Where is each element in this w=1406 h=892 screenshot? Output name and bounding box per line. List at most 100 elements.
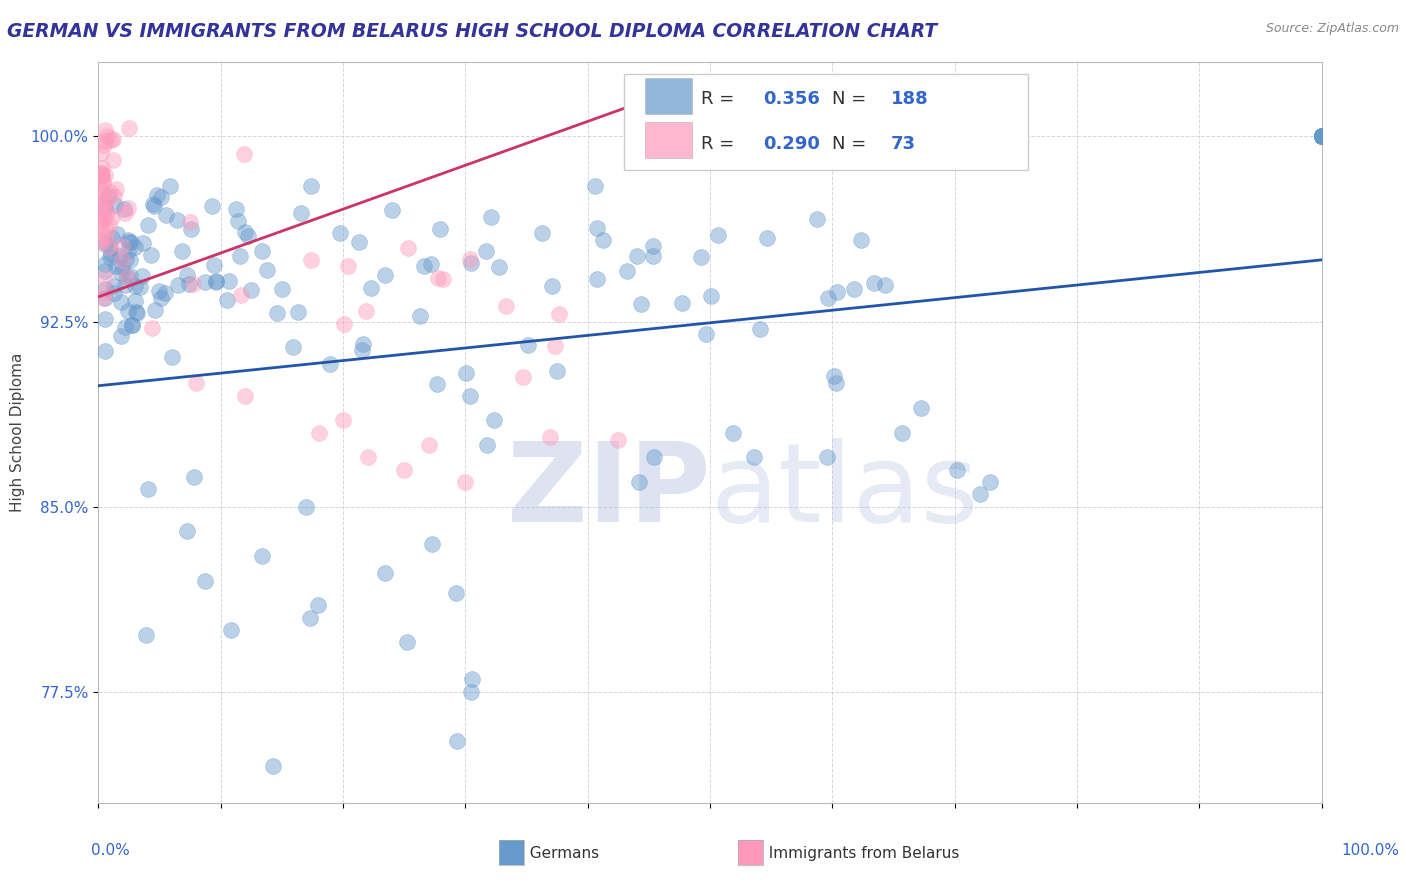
Point (475, 244, 498, 258)
Point (177, 277, 200, 292)
Text: 0.356: 0.356 (762, 90, 820, 109)
Point (90, 161, 112, 176)
Point (495, 299, 517, 313)
Point (110, 266, 132, 280)
Point (90, 145, 112, 160)
Point (98, 185, 121, 199)
Point (700, 289, 723, 303)
Point (607, 434, 630, 448)
Point (360, 281, 382, 295)
Point (294, 500, 316, 514)
Point (454, 475, 477, 489)
Text: R =: R = (702, 90, 741, 109)
Point (115, 269, 138, 284)
Point (105, 260, 128, 274)
Point (90, 183, 112, 197)
Point (1310, 129, 1333, 144)
Point (1310, 129, 1333, 144)
Point (544, 339, 567, 353)
Point (101, 153, 124, 167)
Point (114, 320, 136, 334)
Point (93, 194, 115, 209)
Point (141, 197, 163, 211)
Point (111, 252, 134, 267)
Point (100, 230, 122, 244)
Point (1310, 129, 1333, 144)
Point (479, 210, 502, 224)
Point (381, 203, 404, 218)
Point (299, 252, 322, 267)
Point (103, 131, 125, 145)
Point (166, 213, 188, 227)
Point (135, 628, 157, 642)
Point (585, 221, 607, 235)
Point (426, 376, 449, 391)
Point (626, 249, 648, 263)
Point (167, 277, 190, 292)
Point (117, 244, 139, 258)
Point (287, 305, 309, 319)
Point (1310, 129, 1333, 144)
Point (252, 549, 274, 563)
Point (475, 438, 498, 452)
Point (98, 251, 121, 265)
Point (1310, 129, 1333, 144)
Point (1310, 129, 1333, 144)
Point (299, 178, 322, 193)
Point (298, 610, 321, 624)
Point (93, 211, 115, 226)
Point (115, 269, 138, 284)
Text: 100.0%: 100.0% (1341, 843, 1399, 858)
FancyBboxPatch shape (624, 73, 1028, 169)
Point (93, 138, 115, 153)
Point (114, 202, 136, 216)
Point (516, 338, 538, 352)
Point (233, 388, 256, 402)
Point (547, 307, 569, 321)
Point (307, 599, 329, 613)
Point (1310, 129, 1333, 144)
Point (1310, 129, 1333, 144)
Point (225, 202, 247, 216)
Point (136, 483, 159, 497)
Point (1310, 129, 1333, 144)
Point (94, 292, 117, 306)
Text: Source: ZipAtlas.com: Source: ZipAtlas.com (1265, 22, 1399, 36)
Point (352, 337, 374, 351)
Point (124, 293, 146, 308)
Point (756, 230, 779, 244)
Point (176, 268, 198, 282)
Point (229, 249, 252, 263)
Point (98, 240, 121, 254)
Text: atlas: atlas (710, 438, 979, 545)
Point (91, 178, 114, 192)
Point (742, 450, 765, 465)
Point (97, 189, 120, 203)
Point (159, 178, 181, 193)
Point (194, 275, 217, 289)
Point (446, 734, 468, 748)
Point (806, 212, 828, 227)
Point (616, 264, 638, 278)
Point (815, 450, 838, 465)
Text: ZIP: ZIP (506, 438, 710, 545)
Point (93, 257, 115, 271)
Point (432, 272, 454, 286)
Point (817, 291, 839, 305)
Point (94, 123, 117, 137)
Point (96, 205, 118, 219)
Point (336, 259, 359, 273)
Point (114, 206, 136, 220)
Point (226, 214, 249, 228)
Point (91, 169, 114, 183)
Point (910, 401, 932, 415)
Point (93, 264, 115, 278)
Point (117, 233, 139, 247)
Point (101, 210, 124, 224)
Point (825, 285, 848, 299)
Point (418, 438, 440, 452)
Point (219, 623, 242, 637)
Point (1310, 129, 1333, 144)
Point (148, 285, 170, 299)
Text: 73: 73 (891, 135, 917, 153)
